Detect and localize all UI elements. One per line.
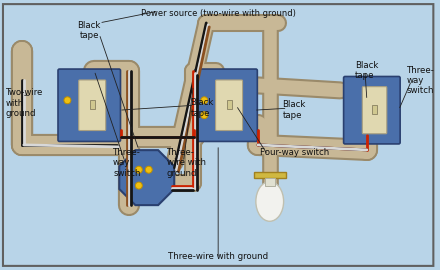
Circle shape bbox=[136, 182, 142, 189]
Text: Three-
wire with
ground: Three- wire with ground bbox=[167, 148, 205, 178]
Text: Four-way switch: Four-way switch bbox=[260, 148, 329, 157]
FancyBboxPatch shape bbox=[3, 4, 433, 266]
FancyBboxPatch shape bbox=[58, 69, 121, 141]
Bar bbox=[265, 178, 275, 185]
Bar bbox=[254, 172, 286, 178]
Circle shape bbox=[201, 112, 208, 119]
Circle shape bbox=[201, 97, 208, 104]
Text: Black
tape: Black tape bbox=[77, 21, 101, 40]
Bar bbox=[90, 100, 95, 109]
Circle shape bbox=[136, 166, 142, 173]
Circle shape bbox=[145, 166, 152, 173]
FancyBboxPatch shape bbox=[216, 80, 242, 130]
Text: Three-
way
switch: Three- way switch bbox=[407, 66, 434, 95]
Bar bbox=[372, 105, 377, 114]
Text: Black
tape: Black tape bbox=[191, 98, 214, 118]
Text: Power source (two-wire with ground): Power source (two-wire with ground) bbox=[141, 9, 296, 18]
Bar bbox=[227, 100, 231, 109]
Polygon shape bbox=[119, 150, 174, 205]
Text: Three-wire with ground: Three-wire with ground bbox=[168, 252, 268, 261]
FancyBboxPatch shape bbox=[362, 87, 387, 134]
Text: Three-
way
switch: Three- way switch bbox=[113, 148, 141, 178]
FancyBboxPatch shape bbox=[79, 80, 106, 130]
Text: Two-wire
with
ground: Two-wire with ground bbox=[6, 88, 43, 118]
FancyBboxPatch shape bbox=[195, 69, 257, 141]
FancyBboxPatch shape bbox=[344, 76, 400, 144]
Ellipse shape bbox=[256, 182, 284, 221]
Text: Black
tape: Black tape bbox=[282, 100, 306, 120]
Text: Black
tape: Black tape bbox=[355, 61, 378, 80]
Circle shape bbox=[64, 97, 71, 104]
